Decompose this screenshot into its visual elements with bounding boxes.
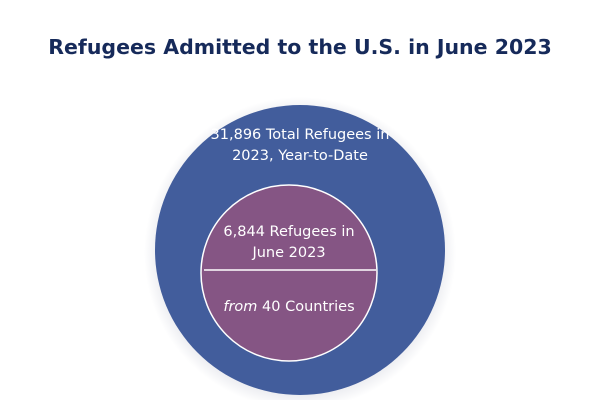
- inner-label-line-1: 6,844 Refugees in: [223, 224, 354, 240]
- countries-label-emphasis: from: [223, 299, 257, 315]
- countries-label: from 40 Countries: [223, 299, 354, 315]
- inner-label-line-2: June 2023: [251, 245, 325, 261]
- outer-label-line-1: 31,896 Total Refugees in: [211, 127, 390, 143]
- outer-label-line-2: 2023, Year-to-Date: [232, 148, 368, 164]
- inner-circle-june-refugees: [200, 184, 378, 362]
- countries-label-rest: 40 Countries: [257, 299, 354, 315]
- chart-title: Refugees Admitted to the U.S. in June 20…: [48, 35, 552, 59]
